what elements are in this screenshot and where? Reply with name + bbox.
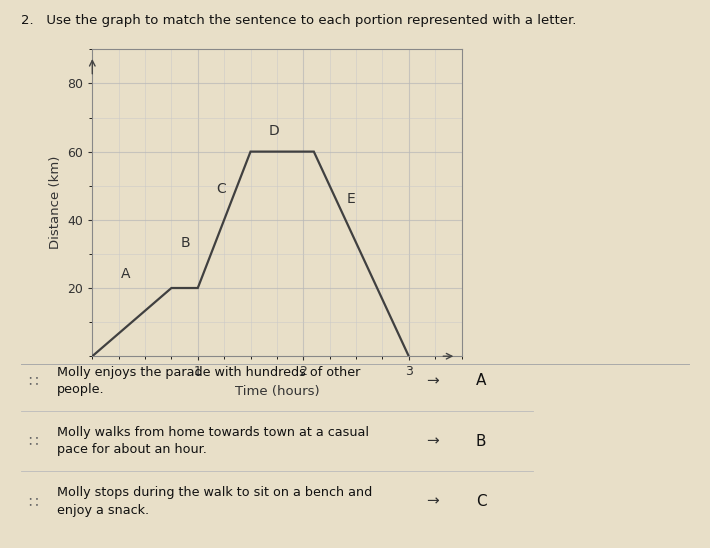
Text: A: A: [476, 373, 486, 389]
Text: D: D: [268, 124, 279, 138]
Text: E: E: [346, 192, 355, 206]
Text: C: C: [216, 182, 226, 196]
X-axis label: Time (hours): Time (hours): [234, 385, 320, 398]
Text: ∷: ∷: [28, 433, 38, 449]
Text: →: →: [426, 433, 439, 449]
Text: →: →: [426, 373, 439, 389]
Text: ∷: ∷: [28, 373, 38, 389]
Text: 2.   Use the graph to match the sentence to each portion represented with a lett: 2. Use the graph to match the sentence t…: [21, 14, 577, 27]
Text: A: A: [121, 267, 131, 281]
Text: B: B: [476, 433, 486, 449]
Text: Molly stops during the walk to sit on a bench and
enjoy a snack.: Molly stops during the walk to sit on a …: [57, 486, 372, 517]
Text: ∷: ∷: [28, 494, 38, 509]
Text: C: C: [476, 494, 486, 509]
Text: →: →: [426, 494, 439, 509]
Text: Molly enjoys the parade with hundreds of other
people.: Molly enjoys the parade with hundreds of…: [57, 366, 360, 396]
Y-axis label: Distance (km): Distance (km): [49, 156, 62, 249]
Text: Molly walks from home towards town at a casual
pace for about an hour.: Molly walks from home towards town at a …: [57, 426, 368, 456]
Text: B: B: [180, 237, 190, 250]
